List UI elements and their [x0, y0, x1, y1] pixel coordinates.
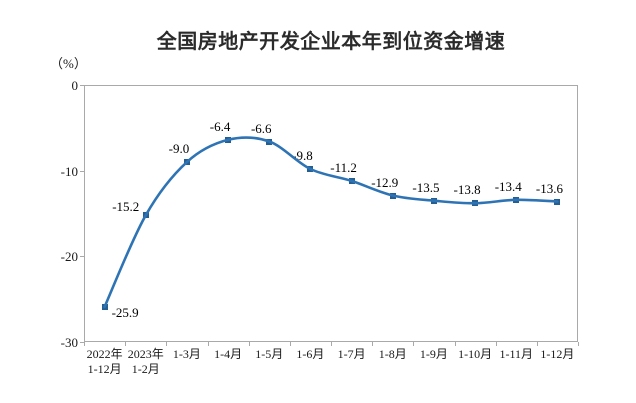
x-axis-tick-mark [125, 342, 127, 346]
x-axis-category-label: 2022年 1-12月 [75, 347, 135, 377]
data-point-marker [307, 165, 314, 172]
data-point-label: -9.0 [168, 141, 190, 157]
y-axis-tick-mark [80, 342, 84, 343]
x-axis-tick-mark [578, 342, 579, 346]
y-axis-tick-label: -10 [60, 163, 78, 179]
y-axis-tick-label: 0 [71, 78, 79, 93]
y-axis-tick-label: -20 [60, 249, 78, 265]
x-axis-tick-mark [331, 342, 332, 346]
chart-title: 全国房地产开发企业本年到位资金增速 [156, 31, 506, 53]
x-axis-tick-mark [207, 342, 209, 346]
x-axis-category-label: 1-9月 [419, 347, 448, 361]
x-axis-category-label: 1-5月 [255, 347, 284, 361]
x-axis-category-label: 1-11月 [499, 347, 534, 361]
y-axis-tick-mark [80, 85, 84, 86]
x-axis-tick-mark [248, 342, 250, 346]
data-point-label: -6.4 [209, 118, 231, 134]
x-axis-category-label-line2: 1-2月 [131, 362, 160, 376]
x-axis-category-label: 1-10月 [458, 347, 493, 361]
x-axis-category-label: 2023年 1-2月 [116, 347, 176, 377]
y-axis-tick-mark [80, 170, 84, 172]
data-point-marker [266, 138, 273, 145]
data-point-marker [554, 198, 561, 205]
data-point-marker [348, 177, 355, 184]
x-axis-tick-mark [536, 342, 538, 346]
data-point-marker [472, 200, 479, 207]
x-axis-category-label: 1-3月 [172, 347, 201, 361]
x-axis-tick-mark [84, 342, 85, 346]
data-point-label: -13.6 [535, 180, 563, 196]
x-axis-category-label: 1-7月 [337, 347, 366, 361]
data-point-marker [101, 303, 108, 310]
x-axis-tick-mark [454, 342, 456, 346]
y-axis-tick-label: -30 [60, 335, 78, 350]
data-point-label: -25.9 [111, 304, 139, 320]
data-point-marker [183, 159, 190, 166]
x-axis-category-label-line2: 1-12月 [87, 362, 122, 376]
y-axis-unit-label: （%） [50, 56, 87, 71]
data-point-marker [430, 197, 437, 204]
x-axis-category-label: 1-12月 [540, 347, 575, 361]
data-point-marker [225, 136, 232, 143]
x-axis-category-label: 1-4月 [214, 347, 243, 361]
data-point-label: -6.6 [250, 120, 272, 136]
x-axis-tick-mark [289, 342, 291, 346]
x-axis-category-label: 1-6月 [296, 347, 325, 361]
x-axis-tick-mark [495, 342, 497, 346]
x-axis-category-label: 1-8月 [378, 347, 407, 361]
data-point-marker [389, 192, 396, 199]
x-axis-tick-mark [166, 342, 168, 346]
plot-area [84, 85, 578, 342]
data-point-marker [513, 196, 520, 203]
y-axis-tick-mark [80, 256, 84, 258]
x-axis-tick-mark [413, 342, 415, 346]
data-point-label: -15.2 [112, 199, 140, 215]
x-axis-tick-mark [372, 342, 374, 346]
